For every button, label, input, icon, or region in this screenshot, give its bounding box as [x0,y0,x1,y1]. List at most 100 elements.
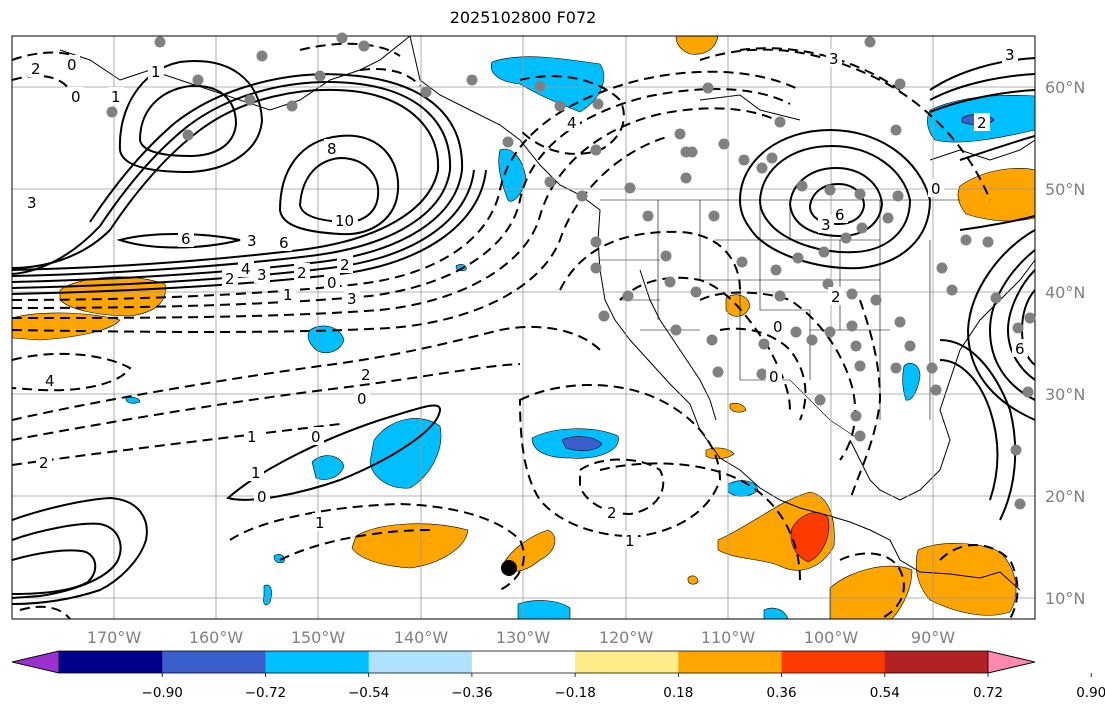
station-dot [576,190,588,202]
contour-label: 6 [178,229,194,248]
contour-label: 6 [832,205,848,224]
station-dot [718,138,730,150]
svg-text:3: 3 [247,232,257,250]
station-dot [690,286,702,298]
contour-label: 2 [294,263,310,282]
colorbar-tick-label: −0.72 [245,685,286,701]
lon-label: 150°W [291,628,346,647]
colorbar-tick-label: −0.54 [348,685,389,701]
station-dot [702,82,714,94]
station-dot [790,326,802,338]
colorbar [11,650,1036,674]
station-dot [846,320,858,332]
station-dot [796,180,808,192]
station-dot [534,80,546,92]
colorbar-segment [59,651,163,673]
contour-label: 0 [354,389,370,408]
station-dot [358,40,370,52]
lat-label: 30°N [1045,385,1085,404]
svg-text:4: 4 [45,372,55,390]
svg-text:3: 3 [27,194,37,212]
station-dot [864,36,876,48]
station-dot [822,278,834,290]
station-dot [680,172,692,184]
colorbar-segment [162,651,266,673]
svg-text:2: 2 [361,366,371,384]
station-dot [244,94,256,106]
contour-label: 1 [312,513,328,532]
contour-label: 0 [928,179,944,198]
station-dot [850,410,862,422]
station-dot [154,36,166,48]
station-dot [420,86,432,98]
colorbar-tick-label: −0.36 [451,685,492,701]
contour-label: 1 [148,62,164,81]
colorbar-segment [368,651,473,673]
station-dot [854,188,866,200]
station-dot [894,316,906,328]
svg-text:10: 10 [335,212,354,230]
station-dot [890,362,902,374]
station-dot [814,394,826,406]
station-dot [1012,322,1024,334]
station-dot [590,236,602,248]
svg-text:3: 3 [821,216,831,234]
svg-text:2: 2 [607,504,617,522]
contour-label: 1 [280,285,296,304]
contour-label: 2 [604,503,620,522]
contour-label: 8 [324,139,340,158]
station-dot [192,74,204,86]
colorbar-low-extend [11,650,60,674]
svg-text:0: 0 [357,390,367,408]
contour-label: 4 [42,371,58,390]
svg-text:1: 1 [151,63,161,81]
station-dot [850,340,862,352]
svg-text:0: 0 [931,180,941,198]
station-dot [758,338,770,350]
contour-label: 2 [36,453,52,472]
contour-label: 2 [28,59,44,78]
lon-label: 140°W [394,628,449,647]
lat-label: 10°N [1045,589,1085,608]
lat-label: 50°N [1045,180,1085,199]
svg-text:0: 0 [769,368,779,386]
station-dot [106,106,118,118]
contour-label: 0 [324,273,340,292]
lon-label: 120°W [599,628,654,647]
station-dot [756,162,768,174]
svg-text:6: 6 [835,206,845,224]
svg-text:3: 3 [347,290,357,308]
station-dot [624,182,636,194]
station-dot [926,362,938,374]
station-dot [708,210,720,222]
lon-label: 160°W [189,628,244,647]
lon-label: 110°W [701,628,756,647]
svg-text:1: 1 [251,464,261,482]
contour-label: 0 [64,55,80,74]
station-dot [544,176,556,188]
svg-text:6: 6 [181,230,191,248]
colorbar-tick-label: −0.18 [554,685,595,701]
station-dot [706,334,718,346]
station-dot [686,146,698,158]
station-dot [904,340,916,352]
svg-text:3: 3 [1005,46,1015,64]
colorbar-tick-labels: −0.90 −0.72 −0.54 −0.36 −0.18 0.18 0.36 0.54 0.7… [142,673,1105,701]
longitude-labels: 170°W 160°W 150°W 140°W 130°W 120°W 110°W 100°W… [87,628,955,647]
svg-text:2: 2 [831,288,841,306]
lat-label: 20°N [1045,487,1085,506]
lon-label: 130°W [496,628,551,647]
svg-text:3: 3 [829,50,839,68]
station-dot [590,144,602,156]
station-dot [1014,498,1026,510]
station-dot [1010,444,1022,456]
contour-label: 3 [24,193,40,212]
station-dot [792,252,804,264]
svg-text:0: 0 [327,274,337,292]
lat-label: 40°N [1045,283,1085,302]
contour-label: 2 [337,255,353,274]
contour-label: 1 [108,87,124,106]
colorbar-segment [471,651,576,673]
svg-text:4: 4 [567,114,577,132]
station-dot [892,190,904,202]
